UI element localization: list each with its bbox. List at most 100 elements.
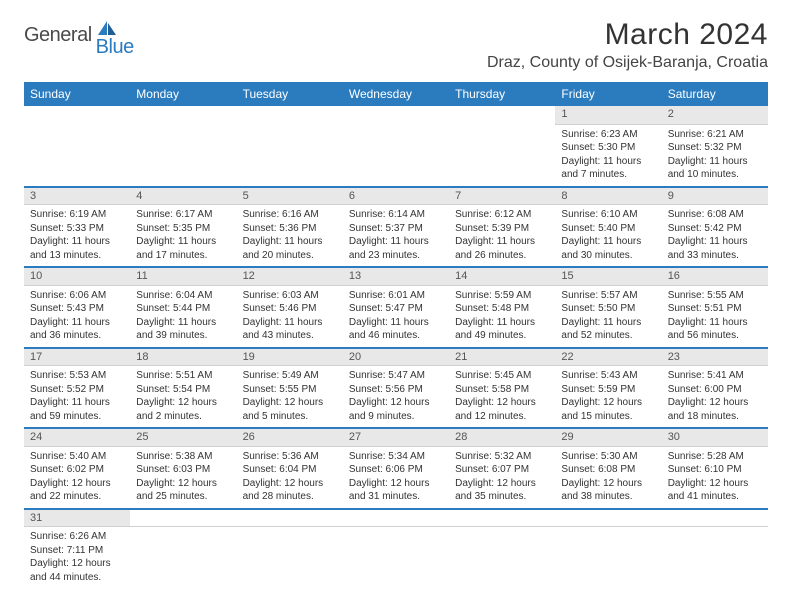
day-content-cell: Sunrise: 5:53 AMSunset: 5:52 PMDaylight:… [24, 366, 130, 429]
day-content-cell [24, 124, 130, 187]
day-content-cell: Sunrise: 5:41 AMSunset: 6:00 PMDaylight:… [662, 366, 768, 429]
day-number-cell: 23 [662, 348, 768, 366]
day-content-cell: Sunrise: 5:40 AMSunset: 6:02 PMDaylight:… [24, 446, 130, 509]
day-number-cell: 9 [662, 187, 768, 205]
content-row: Sunrise: 6:26 AMSunset: 7:11 PMDaylight:… [24, 527, 768, 589]
day-content-cell [343, 527, 449, 589]
day-header: Monday [130, 82, 236, 106]
day-number-cell: 19 [237, 348, 343, 366]
day-number-cell [237, 106, 343, 124]
day-content-cell: Sunrise: 5:43 AMSunset: 5:59 PMDaylight:… [555, 366, 661, 429]
logo-text-blue: Blue [96, 36, 134, 59]
day-number-cell [449, 509, 555, 527]
day-content-cell [662, 527, 768, 589]
content-row: Sunrise: 6:23 AMSunset: 5:30 PMDaylight:… [24, 124, 768, 187]
day-number-cell: 13 [343, 267, 449, 285]
day-number-cell: 4 [130, 187, 236, 205]
day-number-cell: 20 [343, 348, 449, 366]
day-content-cell: Sunrise: 5:57 AMSunset: 5:50 PMDaylight:… [555, 285, 661, 348]
day-content-cell [555, 527, 661, 589]
content-row: Sunrise: 5:40 AMSunset: 6:02 PMDaylight:… [24, 446, 768, 509]
day-number-cell: 5 [237, 187, 343, 205]
day-content-cell [449, 527, 555, 589]
day-number-cell: 6 [343, 187, 449, 205]
day-content-cell [343, 124, 449, 187]
day-content-cell [449, 124, 555, 187]
day-header: Wednesday [343, 82, 449, 106]
day-content-cell: Sunrise: 5:47 AMSunset: 5:56 PMDaylight:… [343, 366, 449, 429]
day-header: Thursday [449, 82, 555, 106]
day-number-cell [555, 509, 661, 527]
daynum-row: 31 [24, 509, 768, 527]
day-number-cell [130, 509, 236, 527]
daynum-row: 17181920212223 [24, 348, 768, 366]
day-content-cell: Sunrise: 6:01 AMSunset: 5:47 PMDaylight:… [343, 285, 449, 348]
day-content-cell: Sunrise: 6:10 AMSunset: 5:40 PMDaylight:… [555, 205, 661, 268]
content-row: Sunrise: 5:53 AMSunset: 5:52 PMDaylight:… [24, 366, 768, 429]
day-number-cell: 26 [237, 428, 343, 446]
day-number-cell: 24 [24, 428, 130, 446]
day-number-cell: 8 [555, 187, 661, 205]
day-number-cell [237, 509, 343, 527]
day-number-cell: 17 [24, 348, 130, 366]
day-number-cell: 25 [130, 428, 236, 446]
day-content-cell: Sunrise: 6:23 AMSunset: 5:30 PMDaylight:… [555, 124, 661, 187]
day-number-cell: 15 [555, 267, 661, 285]
day-content-cell: Sunrise: 5:38 AMSunset: 6:03 PMDaylight:… [130, 446, 236, 509]
day-content-cell [237, 124, 343, 187]
day-number-cell [24, 106, 130, 124]
day-header-row: SundayMondayTuesdayWednesdayThursdayFrid… [24, 82, 768, 106]
day-content-cell: Sunrise: 5:51 AMSunset: 5:54 PMDaylight:… [130, 366, 236, 429]
day-number-cell [449, 106, 555, 124]
day-number-cell: 14 [449, 267, 555, 285]
day-header: Tuesday [237, 82, 343, 106]
day-number-cell: 31 [24, 509, 130, 527]
content-row: Sunrise: 6:19 AMSunset: 5:33 PMDaylight:… [24, 205, 768, 268]
day-content-cell: Sunrise: 6:04 AMSunset: 5:44 PMDaylight:… [130, 285, 236, 348]
day-header: Friday [555, 82, 661, 106]
daynum-row: 12 [24, 106, 768, 124]
day-content-cell: Sunrise: 5:32 AMSunset: 6:07 PMDaylight:… [449, 446, 555, 509]
day-content-cell: Sunrise: 6:26 AMSunset: 7:11 PMDaylight:… [24, 527, 130, 589]
day-content-cell: Sunrise: 6:06 AMSunset: 5:43 PMDaylight:… [24, 285, 130, 348]
day-number-cell: 2 [662, 106, 768, 124]
day-content-cell: Sunrise: 5:28 AMSunset: 6:10 PMDaylight:… [662, 446, 768, 509]
day-content-cell: Sunrise: 6:08 AMSunset: 5:42 PMDaylight:… [662, 205, 768, 268]
day-content-cell: Sunrise: 5:59 AMSunset: 5:48 PMDaylight:… [449, 285, 555, 348]
day-number-cell [130, 106, 236, 124]
day-content-cell: Sunrise: 6:21 AMSunset: 5:32 PMDaylight:… [662, 124, 768, 187]
day-number-cell: 11 [130, 267, 236, 285]
day-content-cell: Sunrise: 6:03 AMSunset: 5:46 PMDaylight:… [237, 285, 343, 348]
day-number-cell: 22 [555, 348, 661, 366]
day-number-cell: 7 [449, 187, 555, 205]
day-content-cell [237, 527, 343, 589]
day-content-cell: Sunrise: 5:49 AMSunset: 5:55 PMDaylight:… [237, 366, 343, 429]
day-number-cell: 27 [343, 428, 449, 446]
day-number-cell [343, 509, 449, 527]
day-number-cell: 10 [24, 267, 130, 285]
calendar-body: 12 Sunrise: 6:23 AMSunset: 5:30 PMDaylig… [24, 106, 768, 588]
day-content-cell: Sunrise: 6:19 AMSunset: 5:33 PMDaylight:… [24, 205, 130, 268]
day-number-cell [343, 106, 449, 124]
logo: General Blue [24, 24, 156, 47]
logo-text-general: General [24, 24, 92, 47]
day-content-cell [130, 124, 236, 187]
daynum-row: 10111213141516 [24, 267, 768, 285]
content-row: Sunrise: 6:06 AMSunset: 5:43 PMDaylight:… [24, 285, 768, 348]
day-number-cell: 1 [555, 106, 661, 124]
day-content-cell: Sunrise: 6:12 AMSunset: 5:39 PMDaylight:… [449, 205, 555, 268]
month-title: March 2024 [487, 18, 768, 52]
day-number-cell: 29 [555, 428, 661, 446]
day-content-cell: Sunrise: 5:45 AMSunset: 5:58 PMDaylight:… [449, 366, 555, 429]
header: General Blue March 2024 Draz, County of … [24, 18, 768, 72]
daynum-row: 3456789 [24, 187, 768, 205]
day-number-cell [662, 509, 768, 527]
location-text: Draz, County of Osijek-Baranja, Croatia [487, 54, 768, 72]
day-content-cell: Sunrise: 5:30 AMSunset: 6:08 PMDaylight:… [555, 446, 661, 509]
day-number-cell: 12 [237, 267, 343, 285]
day-content-cell: Sunrise: 5:36 AMSunset: 6:04 PMDaylight:… [237, 446, 343, 509]
day-content-cell: Sunrise: 6:16 AMSunset: 5:36 PMDaylight:… [237, 205, 343, 268]
day-number-cell: 21 [449, 348, 555, 366]
day-content-cell [130, 527, 236, 589]
day-number-cell: 30 [662, 428, 768, 446]
